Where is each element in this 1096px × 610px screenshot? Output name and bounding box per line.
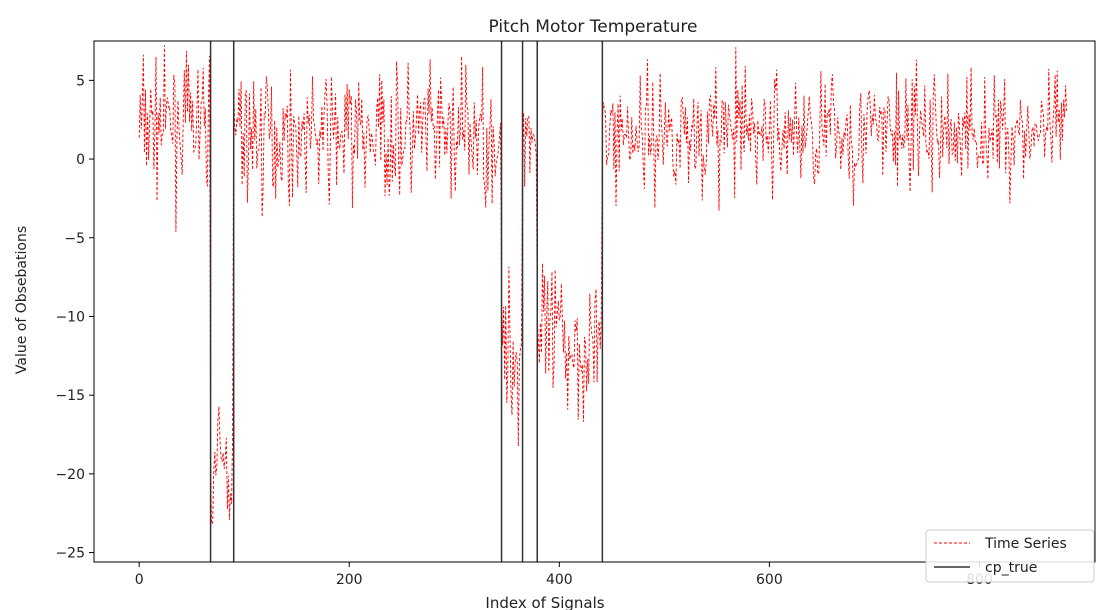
x-tick-label: 600 <box>756 572 783 588</box>
x-axis-ticks: 0200400600800 <box>135 562 993 588</box>
legend-label-time-series: Time Series <box>984 536 1067 552</box>
y-axis-label: Value of Obsebations <box>14 226 30 374</box>
y-tick-label: −10 <box>55 309 85 325</box>
x-axis-label: Index of Signals <box>485 594 604 610</box>
changepoint-layer <box>209 41 604 562</box>
y-tick-label: −5 <box>64 231 85 247</box>
y-tick-label: −25 <box>55 546 85 562</box>
x-tick-label: 200 <box>336 572 363 588</box>
plot-area: 0200400600800 50−5−10−15−20−25 <box>55 40 1096 588</box>
y-tick-label: 0 <box>76 152 85 168</box>
x-tick-label: 0 <box>135 572 144 588</box>
y-tick-label: −20 <box>55 467 85 483</box>
legend-label-cp-true: cp_true <box>985 560 1037 576</box>
x-tick-label: 400 <box>546 572 573 588</box>
legend: Time Series cp_true <box>925 529 1095 583</box>
y-axis-ticks: 5 0 −5 −10 −15 −20 −25 <box>55 73 94 562</box>
series-layer <box>138 45 1068 525</box>
y-tick-label: −15 <box>55 388 85 404</box>
legend-box <box>925 529 1095 583</box>
axes-frame <box>93 40 1096 563</box>
y-tick-label: 5 <box>76 73 85 89</box>
series-line-time-series <box>138 45 1068 525</box>
chart-title: Pitch Motor Temperature <box>488 17 697 37</box>
